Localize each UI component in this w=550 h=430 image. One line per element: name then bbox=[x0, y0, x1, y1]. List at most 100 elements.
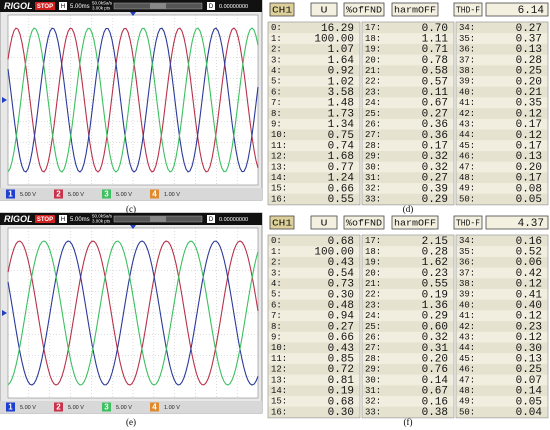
harmonic-value: 1.64 bbox=[328, 55, 355, 67]
field-box bbox=[453, 215, 483, 230]
harmonic-value: 16.29 bbox=[321, 23, 354, 35]
harmonic-index: 4: bbox=[271, 279, 282, 289]
harmonic-index: 31: bbox=[365, 173, 381, 183]
harmonic-value: 0.25 bbox=[516, 364, 542, 376]
harmonic-index: 30: bbox=[365, 162, 381, 172]
row-band bbox=[456, 363, 548, 375]
field-label: %ofFND bbox=[346, 218, 382, 228]
row-band bbox=[268, 385, 360, 396]
waveform bbox=[7, 240, 259, 386]
harmonic-index: 25: bbox=[365, 109, 381, 119]
trigger-marker bbox=[130, 225, 136, 229]
channel-badge bbox=[150, 402, 159, 412]
channel-badge bbox=[6, 402, 15, 412]
harmonic-index: 29: bbox=[365, 365, 381, 375]
harmonic-index: 41: bbox=[459, 98, 475, 108]
harmonic-value: 0.25 bbox=[516, 66, 542, 78]
channel-scale: 5.00 V bbox=[68, 192, 84, 198]
harmonic-value: 0.41 bbox=[516, 289, 543, 301]
harmonic-index: 20: bbox=[365, 55, 381, 65]
harmonic-value: 0.27 bbox=[422, 108, 448, 120]
harmonic-index: 3: bbox=[271, 268, 282, 278]
harmonic-value: 1.36 bbox=[422, 300, 448, 312]
harmonic-index: 43: bbox=[459, 333, 475, 343]
row-band bbox=[362, 172, 454, 183]
harmonic-value: 100.00 bbox=[314, 33, 354, 45]
harmonic-value: 0.05 bbox=[516, 194, 542, 206]
row-band bbox=[268, 172, 360, 183]
harmonic-value: 0.14 bbox=[422, 375, 449, 387]
row-band bbox=[456, 150, 548, 162]
harmonic-value: 0.70 bbox=[422, 23, 448, 35]
memory-window bbox=[150, 216, 166, 222]
field-box bbox=[310, 215, 338, 230]
harmonic-index: 26: bbox=[365, 120, 381, 130]
harmonic-value: 0.20 bbox=[422, 353, 448, 365]
harmonic-index: 28: bbox=[365, 354, 381, 364]
harmonic-index: 29: bbox=[365, 152, 381, 162]
row-band bbox=[268, 235, 360, 247]
harmonic-value: 0.17 bbox=[516, 119, 542, 131]
harmonic-value: 0.12 bbox=[516, 332, 542, 344]
harmonic-index: 10: bbox=[271, 343, 287, 353]
harmonic-value: 0.55 bbox=[422, 279, 448, 291]
harmonic-index: 12: bbox=[271, 152, 287, 162]
harmonic-value: 0.16 bbox=[516, 236, 542, 248]
harmonic-index: 43: bbox=[459, 120, 475, 130]
harmonic-value: 0.27 bbox=[516, 23, 542, 35]
harmonic-index: 32: bbox=[365, 184, 381, 194]
harmonic-value: 0.32 bbox=[422, 332, 448, 344]
harmonic-index: 35: bbox=[459, 247, 475, 257]
channel-number: 4 bbox=[152, 190, 157, 199]
field-box bbox=[343, 2, 385, 17]
trigger-label: D bbox=[209, 4, 214, 10]
row-band bbox=[456, 129, 548, 141]
harmonic-value: 0.92 bbox=[328, 66, 354, 78]
harmonic-index: 22: bbox=[365, 77, 381, 87]
row-band bbox=[362, 363, 454, 375]
row-band bbox=[456, 278, 548, 289]
caption: (e) bbox=[126, 417, 136, 427]
waveform bbox=[7, 240, 259, 386]
harmonic-value: 0.16 bbox=[422, 396, 448, 408]
row-band bbox=[456, 321, 548, 332]
harmonic-value: 0.38 bbox=[422, 407, 448, 419]
harmonic-index: 36: bbox=[459, 258, 475, 268]
row-band bbox=[268, 108, 360, 119]
row-band bbox=[456, 193, 548, 205]
harmonic-value: 1.11 bbox=[422, 33, 449, 45]
trigger: 0.00000000 bbox=[219, 4, 248, 10]
channel-number: 2 bbox=[56, 190, 61, 199]
row-band bbox=[362, 43, 454, 55]
harmonic-value: 0.78 bbox=[422, 55, 448, 67]
field-box bbox=[453, 2, 483, 17]
harmonic-index: 47: bbox=[459, 162, 475, 172]
harmonic-index: 11: bbox=[271, 141, 287, 151]
harmonic-index: 8: bbox=[271, 109, 282, 119]
harmonic-index: 44: bbox=[459, 130, 475, 140]
harmonic-table: CH1 U %ofFND harmOFF THD-F 4.37 0: 0.68 1: 100.00… bbox=[267, 215, 549, 427]
harmonic-value: 0.37 bbox=[516, 33, 542, 45]
harmonic-value: 0.36 bbox=[422, 130, 448, 142]
channel-number: 3 bbox=[104, 403, 109, 412]
harmonic-value: 0.81 bbox=[328, 375, 355, 387]
harmonic-index: 20: bbox=[365, 268, 381, 278]
row-band bbox=[268, 43, 360, 55]
row-band bbox=[268, 406, 360, 418]
harmonic-value: 0.27 bbox=[328, 321, 354, 333]
harmonic-value: 0.29 bbox=[422, 194, 448, 206]
row-band bbox=[456, 86, 548, 98]
harmonic-index: 47: bbox=[459, 375, 475, 385]
row-band bbox=[268, 342, 360, 354]
trigger-label: D bbox=[209, 217, 214, 223]
row-band bbox=[362, 278, 454, 289]
row-band bbox=[268, 22, 360, 34]
harmonic-value: 0.75 bbox=[328, 130, 354, 142]
harmonic-index: 21: bbox=[365, 66, 381, 76]
harmonic-value: 0.12 bbox=[516, 279, 542, 291]
harmonic-value: 0.17 bbox=[422, 140, 448, 152]
thd-box bbox=[485, 215, 549, 230]
